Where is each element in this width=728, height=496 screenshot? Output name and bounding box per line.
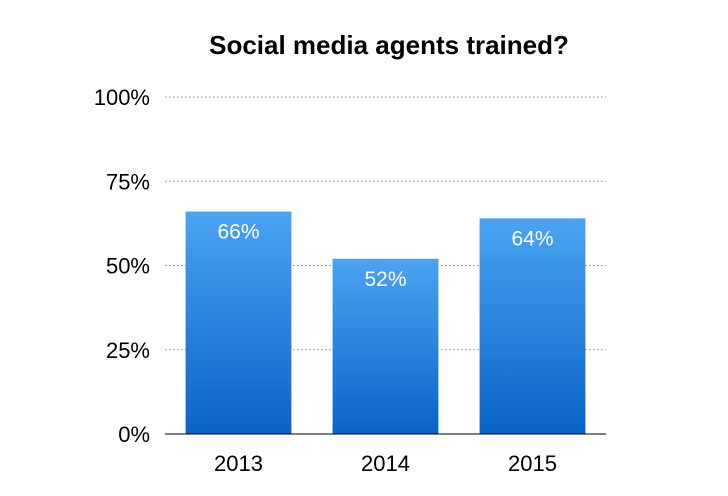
y-tick-label: 100% <box>94 85 150 110</box>
y-tick-label: 75% <box>106 169 150 194</box>
bar-2015 <box>479 218 586 434</box>
x-axis-ticks: 2013 2014 2015 <box>214 451 557 476</box>
chart-title: Social media agents trained? <box>209 30 569 60</box>
bars: 66% 52% 64% <box>185 211 586 434</box>
y-axis-ticks: 0% 25% 50% 75% 100% <box>94 85 150 447</box>
x-tick-label: 2013 <box>214 451 263 476</box>
data-label-2013: 66% <box>217 221 259 244</box>
y-tick-label: 25% <box>106 338 150 363</box>
bar-2014 <box>332 258 439 434</box>
data-label-2015: 64% <box>511 227 553 250</box>
x-tick-label: 2014 <box>361 451 410 476</box>
y-tick-label: 0% <box>118 422 150 447</box>
data-label-2014: 52% <box>364 268 406 291</box>
y-tick-label: 50% <box>106 254 150 279</box>
x-tick-label: 2015 <box>508 451 557 476</box>
bar-2013 <box>185 211 292 434</box>
